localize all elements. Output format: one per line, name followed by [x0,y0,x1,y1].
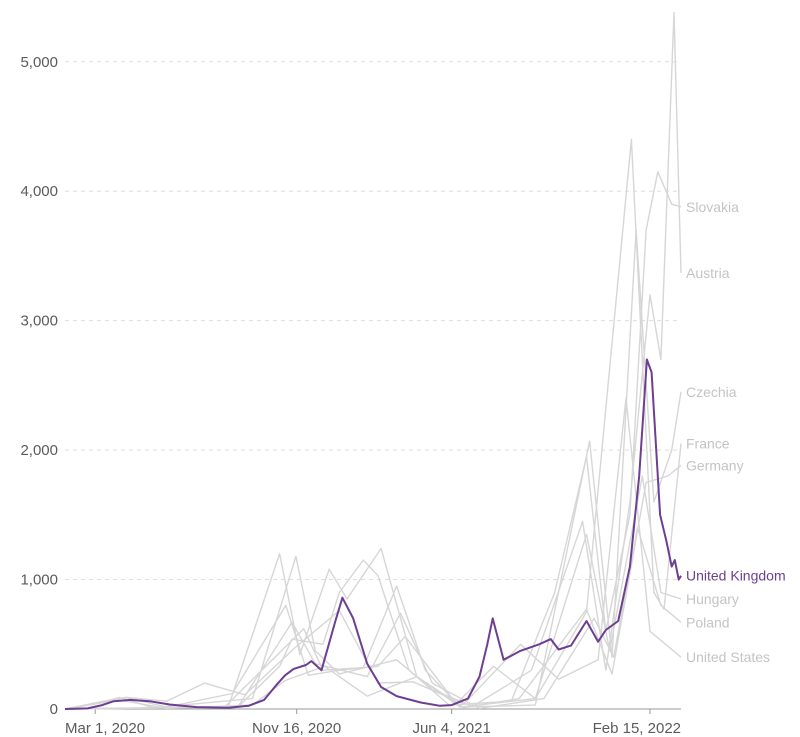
series-line-france [64,138,682,710]
y-tick-label: 3,000 [20,313,58,330]
x-tick-label: Feb 15, 2022 [593,720,681,737]
series-label-united-kingdom[interactable]: United Kingdom [686,568,786,584]
x-tick-label: Jun 4, 2021 [412,720,490,737]
series-line-poland [64,527,682,710]
series-label-czechia: Czechia [686,384,737,400]
series-label-hungary: Hungary [686,591,739,607]
x-tick-label: Mar 1, 2020 [65,720,145,737]
series-label-poland: Poland [686,614,730,630]
series-line-czechia [64,229,682,710]
series-label-germany: Germany [686,458,744,474]
y-tick-label: 1,000 [20,572,58,589]
y-tick-label: 2,000 [20,442,58,459]
series-label-austria: Austria [686,265,730,281]
series-label-slovakia: Slovakia [686,199,739,215]
series-line-austria [64,11,682,710]
series-label-france: France [686,436,730,452]
y-tick-label: 5,000 [20,54,58,71]
series-label-united-states: United States [686,649,770,665]
x-tick-label: Nov 16, 2020 [252,720,341,737]
y-tick-label: 4,000 [20,183,58,200]
series-line-united-kingdom[interactable] [64,358,682,710]
series-line-united-states [64,397,682,710]
background-series [64,11,682,710]
gridlines [65,61,681,581]
y-axis-tick-labels: 0 1,000 2,000 3,000 4,000 5,000 [20,54,58,718]
y-tick-label: 0 [50,701,58,718]
x-axis: Mar 1, 2020 Nov 16, 2020 Jun 4, 2021 Feb 15… [65,708,681,737]
highlighted-series[interactable] [64,358,682,710]
series-labels: Slovakia Austria Czechia France Germany Unite… [686,199,786,665]
